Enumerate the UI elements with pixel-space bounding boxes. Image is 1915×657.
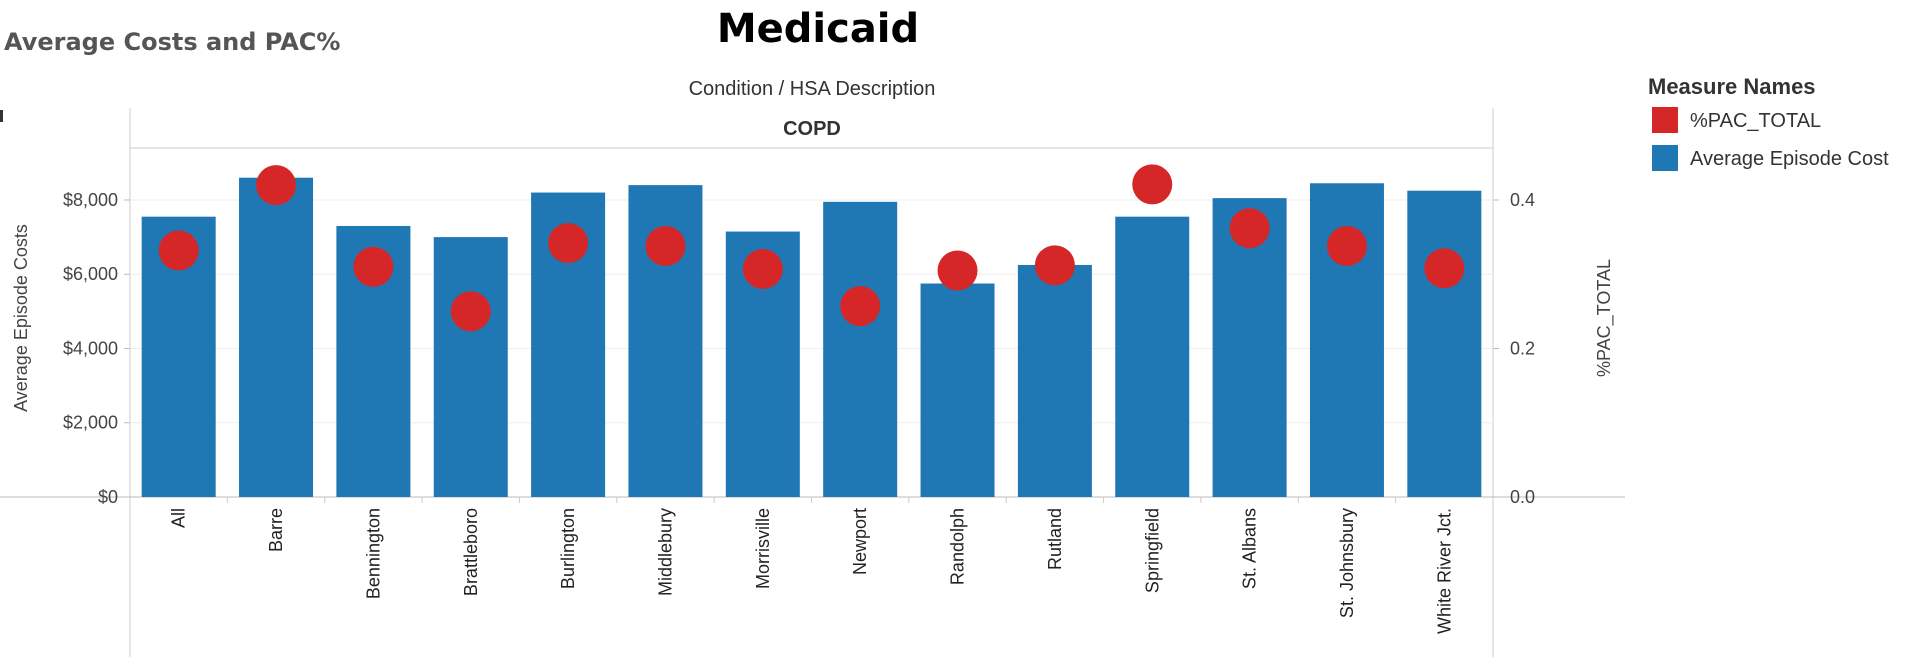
category-label-13: White River Jct. <box>1434 508 1454 634</box>
category-label-11: St. Albans <box>1240 508 1260 589</box>
dot-series <box>158 164 1465 332</box>
bar-13 <box>1407 190 1482 497</box>
category-label-4: Burlington <box>558 508 578 589</box>
right-axis: 0.0 0.2 0.4 <box>1493 190 1535 507</box>
category-label-6: Morrisville <box>753 508 773 589</box>
bar-1 <box>239 177 314 497</box>
pac-dot-9 <box>1034 245 1075 286</box>
right-tick-label: 0.2 <box>1510 338 1535 358</box>
pac-dot-7 <box>840 286 881 327</box>
bar-3 <box>433 237 508 497</box>
legend-title: Measure Names <box>1648 74 1816 99</box>
pac-dot-5 <box>645 226 686 267</box>
category-label-2: Bennington <box>363 508 383 599</box>
category-label-5: Middlebury <box>655 508 675 596</box>
bar-7 <box>823 201 898 497</box>
pac-dot-2 <box>353 246 394 287</box>
pac-dot-12 <box>1326 226 1367 267</box>
category-label-9: Rutland <box>1045 508 1065 570</box>
chart-title: Medicaid <box>717 6 919 52</box>
pac-dot-6 <box>742 249 783 290</box>
left-tick-label: $0 <box>98 487 118 507</box>
left-tick-label: $6,000 <box>63 264 118 284</box>
legend-label-cost: Average Episode Cost <box>1690 148 1889 170</box>
category-label-10: Springfield <box>1142 508 1162 593</box>
pac-dot-11 <box>1229 208 1270 249</box>
category-label-0: All <box>169 508 189 528</box>
pac-dot-1 <box>256 165 297 206</box>
left-axis-title: Average Episode Costs <box>11 224 31 412</box>
category-label-3: Brattleboro <box>461 508 481 596</box>
right-tick-label: 0.0 <box>1510 487 1535 507</box>
column-header: Condition / HSA Description <box>689 78 936 100</box>
left-tick-label: $8,000 <box>63 190 118 210</box>
category-label-8: Randolph <box>948 508 968 585</box>
category-axis: All Barre Bennington Brattleboro Burlington M… <box>169 497 1454 634</box>
left-tick-label: $2,000 <box>63 413 118 433</box>
bar-9 <box>1017 264 1092 497</box>
pac-dot-3 <box>450 291 491 332</box>
pac-dot-8 <box>937 250 978 291</box>
bar-8 <box>920 283 995 497</box>
category-label-1: Barre <box>266 508 286 552</box>
edge-marker <box>0 110 3 122</box>
category-label-12: St. Johnsbury <box>1337 508 1357 618</box>
bar-10 <box>1115 216 1190 498</box>
bar-series <box>141 177 1482 498</box>
legend: Measure Names %PAC_TOTAL Average Episode… <box>1648 74 1889 171</box>
left-tick-label: $4,000 <box>63 338 118 358</box>
right-tick-label: 0.4 <box>1510 190 1535 210</box>
pac-dot-10 <box>1132 164 1173 205</box>
right-axis-title: %PAC_TOTAL <box>1594 259 1615 377</box>
legend-swatch-cost <box>1652 145 1678 171</box>
pac-dot-4 <box>548 223 589 264</box>
panel-header: COPD <box>783 118 841 140</box>
pac-dot-0 <box>158 230 199 271</box>
page-title: Average Costs and PAC% <box>4 28 340 56</box>
legend-label-pac: %PAC_TOTAL <box>1690 110 1821 132</box>
legend-swatch-pac <box>1652 107 1678 133</box>
pac-dot-13 <box>1424 248 1465 289</box>
left-axis: $0 $2,000 $4,000 $6,000 $8,000 <box>63 190 130 507</box>
grid-lines <box>130 199 1493 424</box>
category-label-7: Newport <box>850 508 870 575</box>
